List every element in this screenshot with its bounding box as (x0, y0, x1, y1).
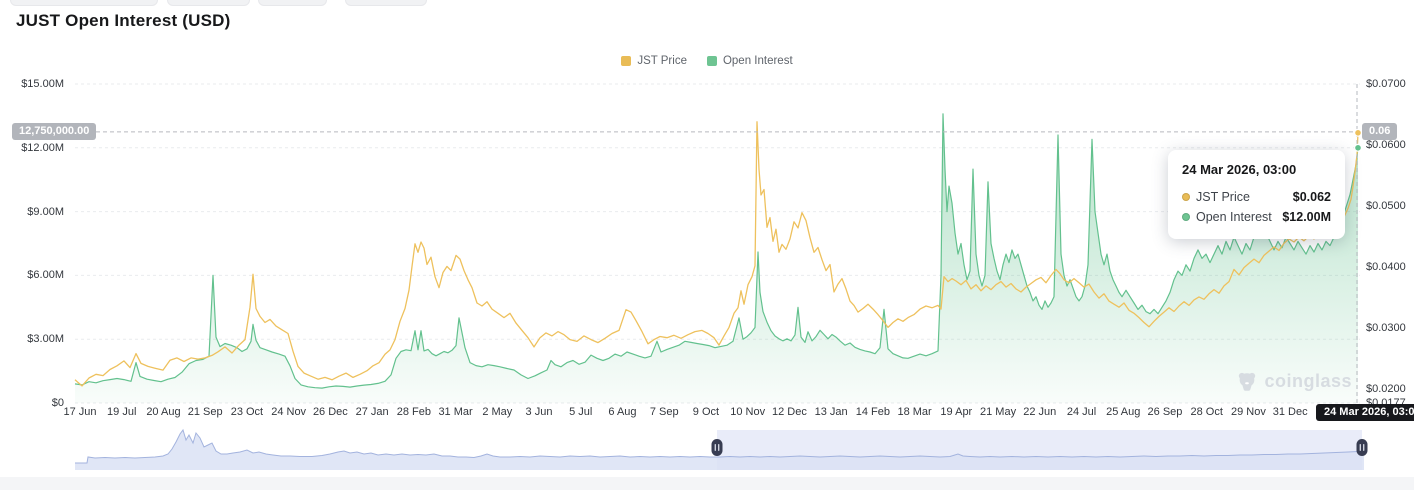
jst-price-series (74, 121, 1359, 387)
chart-legend: JST Price Open Interest (0, 55, 1414, 67)
x-axis-tick: 5 Jul (569, 406, 593, 418)
x-axis-tick: 10 Nov (730, 406, 766, 418)
crosshair (75, 84, 1362, 404)
x-axis-tick: 6 Aug (608, 406, 637, 418)
left-axis-tick: $15.00M (21, 78, 64, 90)
x-axis-tick: 3 Jun (525, 406, 553, 418)
tooltip-series-label: JST Price (1196, 190, 1250, 204)
navigator[interactable] (75, 428, 1368, 470)
x-axis-tick: 24 Nov (271, 406, 307, 418)
x-axis-tick: 22 Jun (1023, 406, 1057, 418)
coinglass-bear-icon (1239, 372, 1256, 391)
x-axis-tick: 18 Mar (897, 406, 932, 418)
tooltip: 24 Mar 2026, 03:00 JST Price $0.062 Open… (1168, 150, 1345, 239)
x-axis-tick: 20 Aug (146, 406, 181, 418)
tooltip-series-value: $0.062 (1292, 190, 1331, 204)
legend-label: Open Interest (722, 55, 793, 67)
right-axis-tick: $0.0500 (1366, 199, 1406, 212)
right-axis-tick: $0.0700 (1366, 78, 1406, 90)
navigator-handle[interactable] (711, 439, 723, 456)
x-axis-tick: 23 Oct (230, 406, 264, 418)
crosshair-date-badge: 24 Mar 2026, 03:00 (1316, 404, 1414, 421)
right-axis-tick: $0.0200 (1366, 382, 1406, 395)
x-axis-tick: 21 May (980, 406, 1017, 418)
legend-swatch (706, 56, 717, 66)
legend-item-1[interactable]: Open Interest (706, 55, 793, 67)
x-axis-tick: 14 Feb (855, 406, 890, 418)
left-axis-tick: $3.00M (27, 333, 64, 346)
tooltip-series-value: $12.00M (1282, 210, 1331, 224)
right-axis-tick: $0.0300 (1366, 321, 1406, 334)
x-axis-tick: 12 Dec (771, 406, 807, 418)
x-axis-tick: 24 Jul (1066, 406, 1097, 418)
tooltip-series-label: Open Interest (1196, 210, 1272, 224)
x-axis-tick: 9 Oct (692, 406, 720, 418)
x-axis-tick: 19 Jul (107, 406, 137, 418)
right-axis: $0.0700 $0.0600 $0.0500 $0.0400 $0.0300 $0.02… (1366, 0, 1414, 420)
navigator-area (75, 430, 1364, 470)
x-axis-tick: 21 Sep (187, 406, 223, 418)
x-axis: 17 Jun 19 Jul 20 Aug 21 Sep 23 Oct 24 Nov 26 D… (0, 406, 1414, 422)
x-axis-tick: 25 Aug (1106, 406, 1141, 418)
left-axis-tick: $0 (51, 397, 64, 409)
x-axis-tick: 17 Jun (63, 406, 97, 418)
page-title: JUST Open Interest (USD) (16, 11, 231, 30)
watermark: coinglass (1236, 370, 1352, 392)
x-axis-tick: 26 Sep (1147, 406, 1183, 418)
x-axis-tick: 2 May (482, 406, 513, 418)
page-bottom-strip (0, 477, 1414, 490)
x-axis-tick: 7 Sep (649, 406, 679, 418)
tooltip-series-marker (1182, 213, 1190, 221)
left-axis-tick: $9.00M (27, 205, 64, 218)
crosshair-left-value-badge: 12,750,000.00 (12, 123, 97, 141)
tooltip-row: JST Price $0.062 (1182, 187, 1331, 207)
legend-item-0[interactable]: JST Price (621, 55, 687, 67)
crosshair-right-value-badge: 0.06 (1362, 123, 1398, 141)
right-axis-tick: $0.0600 (1366, 138, 1406, 151)
tooltip-title: 24 Mar 2026, 03:00 (1182, 162, 1297, 177)
legend-swatch (621, 56, 632, 66)
watermark-text: coinglass (1264, 370, 1352, 391)
legend-label: JST Price (637, 55, 687, 67)
price-endpoint-dot (1353, 128, 1362, 137)
oi-endpoint-dot (1353, 143, 1362, 152)
x-axis-tick: 19 Apr (940, 406, 973, 418)
navigator-line (75, 428, 1365, 464)
x-axis-tick: 28 Feb (396, 406, 431, 418)
x-axis-tick: 31 Mar (438, 406, 473, 418)
tooltip-series-marker (1182, 193, 1190, 201)
x-axis-tick: 28 Oct (1190, 406, 1223, 418)
x-axis-tick: 31 Dec (1272, 406, 1308, 418)
x-axis-tick: 29 Nov (1231, 406, 1266, 418)
left-axis: $15.00M $12.00M $9.00M $6.00M $3.00M $0 (0, 0, 64, 420)
left-axis-tick: $6.00M (27, 269, 64, 282)
left-axis-tick: $12.00M (21, 141, 64, 154)
x-axis-tick: 27 Jan (355, 406, 389, 418)
right-axis-tick: $0.0400 (1366, 260, 1406, 273)
open-interest-series (74, 113, 1359, 404)
tooltip-row: Open Interest $12.00M (1182, 207, 1331, 227)
navigator-handle[interactable] (1356, 439, 1368, 456)
x-axis-tick: 26 Dec (312, 406, 348, 418)
x-axis-tick: 13 Jan (814, 406, 848, 418)
